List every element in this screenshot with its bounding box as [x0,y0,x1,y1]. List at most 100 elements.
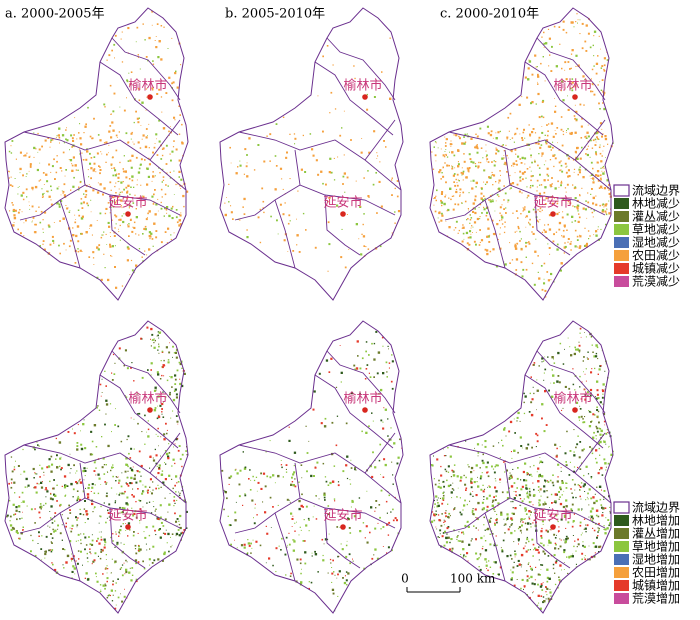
change-pixel [517,559,520,562]
change-pixel [538,209,540,211]
change-pixel [544,479,547,482]
change-pixel [522,521,524,523]
change-pixel [103,187,106,190]
change-pixel [519,240,521,242]
change-pixel [546,124,548,126]
change-pixel [165,346,168,349]
sub-basin-boundary [274,512,296,582]
change-pixel [39,179,42,181]
change-pixel [35,210,37,212]
change-pixel [465,555,467,558]
change-pixel [593,546,595,548]
change-pixel [484,558,487,561]
change-pixel [334,500,336,502]
change-pixel [161,350,164,353]
change-pixel [483,206,485,208]
change-pixel [69,540,72,543]
change-pixel [435,526,437,528]
change-pixel [578,341,580,343]
change-pixel [443,491,445,493]
change-pixel [152,60,154,62]
change-pixel [391,360,394,363]
change-pixel [537,486,540,488]
change-pixel [118,193,121,196]
change-pixel [602,389,605,393]
change-pixel [539,196,541,198]
change-pixel [75,219,76,220]
city-label: 榆林市 [128,78,167,94]
change-pixel [482,461,485,465]
change-pixel [275,571,277,573]
change-pixel [570,555,573,558]
change-pixel [282,213,285,216]
change-pixel [605,363,607,365]
change-pixel [157,558,160,561]
change-pixel [447,526,450,528]
change-pixel [591,452,594,455]
change-pixel [453,508,456,510]
change-pixel [168,214,171,218]
change-pixel [69,149,70,151]
city-marker [125,524,131,530]
change-pixel [578,246,581,249]
change-pixel [586,524,589,527]
change-pixel [65,522,67,525]
change-pixel [346,214,348,215]
change-pixel [130,166,133,169]
change-pixel [97,555,99,557]
change-pixel [179,114,181,116]
change-pixel [120,542,122,544]
sub-basin-boundary [111,37,181,101]
change-pixel [17,187,19,188]
city-label: 榆林市 [343,391,382,407]
change-pixel [453,154,456,157]
change-pixel [181,384,184,388]
change-pixel [512,507,514,509]
change-pixel [10,528,13,531]
change-pixel [384,408,387,411]
change-pixel [102,550,104,552]
change-pixel [489,566,492,568]
change-pixel [262,207,264,209]
change-pixel [446,210,448,212]
change-pixel [535,432,538,435]
change-pixel [75,516,77,519]
change-pixel [606,208,608,210]
change-pixel [596,136,598,139]
change-pixel [550,395,554,398]
change-pixel [444,468,447,471]
change-pixel [605,212,607,214]
change-pixel [590,371,593,374]
change-pixel [483,516,485,519]
change-pixel [541,357,544,360]
change-pixel [563,549,566,552]
change-pixel [277,504,279,506]
change-pixel [593,555,596,558]
change-pixel [103,546,106,549]
change-pixel [506,513,509,516]
change-pixel [244,494,247,497]
change-pixel [127,141,130,144]
change-pixel [104,370,106,372]
change-pixel [528,540,530,543]
change-pixel [112,156,114,159]
change-pixel [541,542,543,545]
basin-fill [220,8,403,300]
change-pixel [380,489,383,492]
sub-basin-boundary [149,119,181,161]
change-pixel [447,447,449,449]
change-pixel [544,296,547,298]
change-pixel [152,457,154,459]
change-pixel [451,195,453,197]
change-pixel [86,552,88,555]
change-pixel [50,470,53,473]
change-pixel [160,188,163,191]
change-pixel [457,163,460,166]
change-pixel [171,37,173,39]
change-pixel [491,532,494,535]
change-pixel [516,565,519,567]
change-pixel [60,467,63,469]
change-pixel [467,236,470,239]
change-pixel [543,278,545,280]
change-pixel [65,485,67,487]
